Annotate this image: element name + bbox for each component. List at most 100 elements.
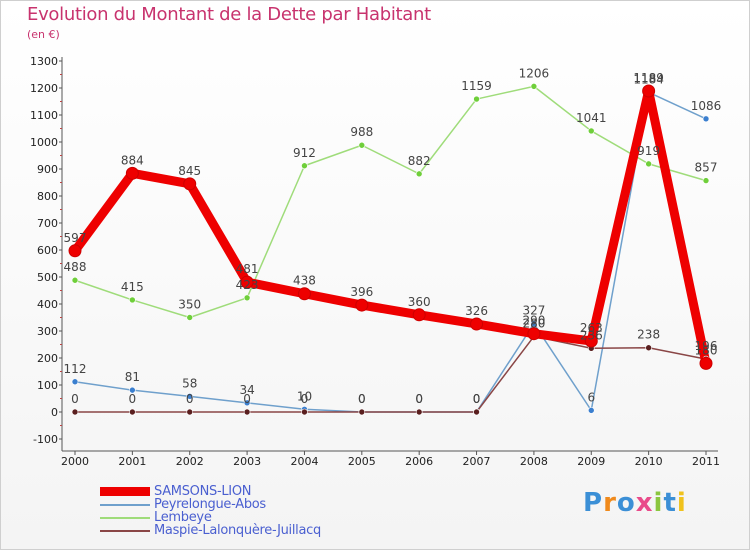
data-point (301, 162, 308, 170)
data-point (125, 166, 139, 180)
legend-label: Lembeye (154, 510, 212, 525)
data-label: 857 (695, 161, 718, 175)
logo-letter: i (653, 488, 664, 518)
data-point (645, 344, 652, 352)
logo-letter: t (663, 488, 677, 518)
data-label: 1086 (691, 99, 722, 113)
data-point (415, 170, 423, 178)
y-tick-label: 600 (37, 244, 58, 257)
data-label: 845 (178, 164, 201, 178)
data-label: 180 (695, 343, 718, 357)
data-label: 350 (178, 298, 201, 312)
y-tick-label: 1000 (30, 136, 58, 149)
logo-letter: x (635, 488, 654, 518)
y-tick-label: 0 (51, 406, 58, 419)
data-point (702, 177, 710, 184)
y-tick-label: -100 (33, 433, 58, 446)
data-point (71, 378, 79, 386)
data-point (645, 160, 652, 168)
data-label: 1206 (519, 66, 550, 80)
data-label: 597 (64, 231, 87, 245)
y-tick-label: 200 (37, 352, 58, 365)
y-tick-label: 100 (37, 379, 58, 392)
data-label: 0 (129, 392, 137, 406)
data-point (129, 408, 136, 416)
data-point (186, 393, 194, 400)
data-point (702, 115, 710, 123)
chart-subtitle: (en €) (27, 28, 60, 41)
data-label: 326 (465, 304, 488, 318)
line-chart: 1300120011001000900800700600500400300200… (30, 55, 722, 468)
data-point (129, 386, 136, 394)
data-label: 0 (71, 392, 79, 406)
x-tick-label: 2002 (176, 455, 204, 468)
data-label: 81 (125, 370, 140, 384)
data-label: 919 (637, 144, 660, 158)
y-tick-label: 300 (37, 325, 58, 338)
data-label: 196 (695, 339, 718, 353)
data-label: 1189 (633, 71, 664, 85)
y-tick-label: 800 (37, 190, 58, 203)
data-point (186, 408, 194, 416)
data-label: 263 (580, 321, 603, 335)
logo-letter: i (676, 488, 687, 518)
data-label: 10 (297, 389, 312, 403)
legend-swatch (100, 530, 150, 532)
data-label: 34 (239, 383, 254, 397)
y-tick-label: 700 (37, 217, 58, 230)
data-label: 1041 (576, 111, 607, 125)
proxiti-logo: Proxiti (583, 488, 687, 518)
x-tick-label: 2007 (463, 455, 491, 468)
data-point (301, 408, 308, 416)
data-label: 488 (64, 260, 87, 274)
data-label: 884 (121, 153, 144, 167)
data-point (584, 334, 598, 348)
y-tick-label: 1300 (30, 55, 58, 68)
data-label: 360 (408, 295, 431, 309)
data-point (243, 408, 251, 416)
data-label: 0 (358, 392, 366, 406)
data-label: 58 (182, 376, 197, 390)
data-label: 0 (415, 392, 423, 406)
data-label: 112 (64, 362, 87, 376)
data-label: 0 (358, 392, 366, 406)
data-label: 396 (350, 285, 373, 299)
data-point (129, 296, 136, 304)
legend-label: Maspie-Lalonquère-Juillacq (154, 523, 321, 538)
chart-title: Evolution du Montant de la Dette par Hab… (27, 4, 431, 25)
x-tick-label: 2011 (692, 455, 720, 468)
x-tick-label: 2005 (348, 455, 376, 468)
data-label: 1159 (461, 79, 492, 93)
data-point (68, 244, 82, 258)
data-label: 0 (186, 392, 194, 406)
data-label: 0 (243, 392, 251, 406)
data-label: 415 (121, 280, 144, 294)
data-point (186, 314, 194, 321)
data-point (699, 356, 713, 370)
x-tick-label: 2001 (118, 455, 146, 468)
data-point (355, 298, 369, 312)
data-point (587, 127, 595, 135)
data-point (470, 317, 484, 331)
data-label: 6 (587, 390, 595, 404)
data-point (71, 408, 79, 416)
series-line-lembeye (74, 85, 707, 319)
data-label: 0 (473, 392, 481, 406)
data-point (530, 320, 538, 328)
legend-label: SAMSONS-LION (154, 484, 252, 499)
series-line-samsons-lion (70, 86, 711, 368)
data-point (358, 141, 366, 149)
data-label: 0 (301, 392, 309, 406)
y-tick-label: 1100 (30, 109, 58, 122)
data-point (530, 83, 538, 90)
data-label: 0 (415, 392, 423, 406)
legend-label: Peyrelongue-Abos (154, 497, 266, 512)
data-label: 280 (522, 316, 545, 330)
x-tick-label: 2004 (290, 455, 318, 468)
x-tick-label: 2008 (520, 455, 548, 468)
y-tick-label: 400 (37, 298, 58, 311)
data-label: 1184 (633, 72, 664, 86)
data-label: 912 (293, 146, 316, 160)
legend-swatch (100, 504, 150, 506)
